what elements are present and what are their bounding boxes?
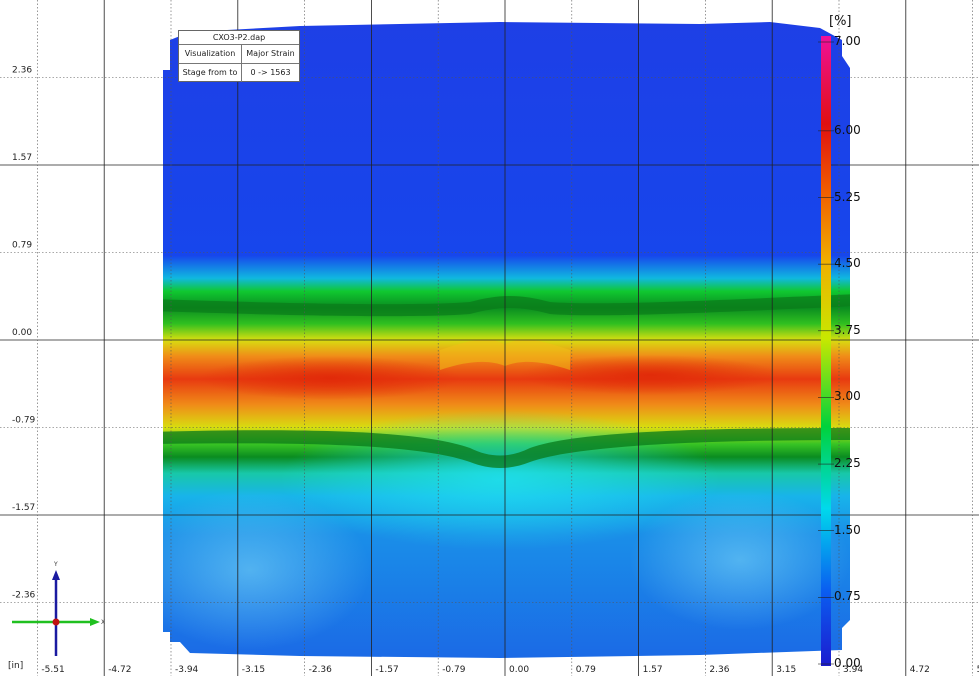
x-tick-label: 3.15 [776,665,796,675]
info-box: CXO3-P2.dap Visualization Major Strain S… [178,30,300,82]
axis-triad-icon: Y X [12,561,105,656]
x-tick-label: -4.72 [108,665,131,675]
y-tick-label: 0.00 [12,328,32,338]
x-tick-label: -5.51 [41,665,64,675]
y-tick-label: -2.36 [12,591,36,601]
info-row-visualization: Visualization Major Strain [179,45,299,64]
length-unit-label: [in] [8,661,24,671]
x-tick-label: -3.15 [242,665,265,675]
x-tick-label: 5.51 [977,665,979,675]
color-scale-label: 1.50 [834,522,861,537]
x-tick-label: -3.94 [175,665,199,675]
y-axis-labels: 2.36 1.57 0.79 0.00 -0.79 -1.57 -2.36 [12,66,36,601]
x-tick-label: 4.72 [910,665,930,675]
x-tick-label: -2.36 [309,665,333,675]
y-axis-letter: Y [53,561,58,568]
y-tick-label: 1.57 [12,153,32,163]
color-scale-label: 4.50 [834,256,861,271]
info-row-stage: Stage from to 0 -> 1563 [179,64,299,82]
color-scale-label: 6.00 [834,122,861,137]
x-axis-labels: -5.51 -4.72 -3.94 -3.15 -2.36 -1.57 -0.79 0.00 0… [41,665,979,675]
y-tick-label: 0.79 [12,241,32,251]
origin-dot [52,618,60,626]
color-scale-label: 3.75 [834,322,861,337]
color-scale-label: 5.25 [834,189,861,204]
color-scale-label: 7.00 [834,34,861,48]
color-scale-label: 0.00 [834,656,861,670]
y-tick-label: -0.79 [12,416,36,426]
x-tick-label: 2.36 [709,665,729,675]
y-tick-label: 2.36 [12,66,32,76]
color-scale-label: 3.00 [834,389,861,404]
x-tick-label: 0.00 [509,665,529,675]
color-scale-bar [818,36,834,666]
color-scale-label: 2.25 [834,456,861,471]
x-tick-label: 3.94 [843,665,863,675]
x-tick-label: 1.57 [643,665,663,675]
info-file-name: CXO3-P2.dap [179,31,299,45]
x-tick-label: 0.79 [576,665,596,675]
x-tick-label: -1.57 [375,665,398,675]
y-tick-label: -1.57 [12,503,35,513]
x-axis-letter: X [101,619,105,626]
x-tick-label: -0.79 [442,665,466,675]
color-scale-label: 0.75 [834,589,861,604]
color-scale-gradient [821,36,831,666]
color-scale-unit: [%] [829,14,852,29]
